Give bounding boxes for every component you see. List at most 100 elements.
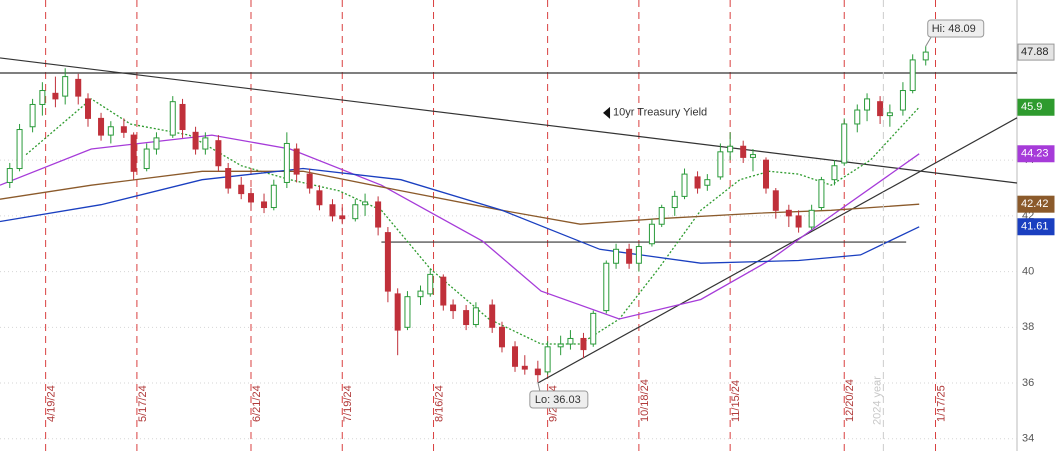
candle-body xyxy=(785,209,792,217)
candle-body xyxy=(306,173,313,189)
candle-body xyxy=(120,126,127,133)
candle-body xyxy=(498,326,505,348)
candle-body xyxy=(270,184,277,209)
candle-body xyxy=(394,293,401,331)
candle-body xyxy=(202,137,209,150)
candle-body xyxy=(727,145,734,153)
y-tick-label: 38 xyxy=(1022,321,1034,333)
annotation-text: 10yr Treasury Yield xyxy=(613,107,707,119)
candle-body xyxy=(352,204,359,220)
candle-body xyxy=(261,201,268,209)
annotation-text: Hi: 48.09 xyxy=(932,23,976,35)
candle-body xyxy=(16,129,23,170)
candle-body xyxy=(98,117,105,136)
y-tick-label: 34 xyxy=(1022,433,1034,445)
candle-body xyxy=(544,346,551,373)
candle-body xyxy=(521,365,528,370)
candle-body xyxy=(877,101,884,117)
candle-body xyxy=(75,78,82,97)
candle-body xyxy=(293,148,300,175)
candle-body xyxy=(512,346,519,367)
candle-body xyxy=(704,179,711,186)
price-tag-label: 45.9 xyxy=(1021,101,1042,113)
candle-body xyxy=(427,273,434,295)
candle-body xyxy=(909,59,916,92)
year-label: 2024 year xyxy=(871,376,883,425)
candle-body xyxy=(795,215,802,228)
candle-body xyxy=(613,248,620,264)
x-tick-label: 8/16/24 xyxy=(433,385,445,422)
candle-body xyxy=(384,232,391,292)
candle-body xyxy=(590,312,597,345)
candle-body xyxy=(626,248,633,264)
candle-body xyxy=(772,190,779,211)
x-tick-label: 4/19/24 xyxy=(46,385,58,422)
candle-body xyxy=(671,195,678,209)
price-tag xyxy=(1017,98,1055,116)
candle-body xyxy=(472,307,479,326)
x-tick-label: 7/19/24 xyxy=(342,385,354,422)
candle-body xyxy=(169,101,176,136)
candle-body xyxy=(648,223,655,245)
candle-body xyxy=(247,193,254,203)
candle-body xyxy=(283,142,290,183)
x-tick-label: 6/21/24 xyxy=(251,385,263,422)
annotation-box xyxy=(529,390,589,409)
x-tick-label: 12/20/24 xyxy=(844,379,856,422)
x-tick-label: 10/18/24 xyxy=(639,379,651,422)
candle-body xyxy=(580,337,587,351)
candle-body xyxy=(808,209,815,228)
annotation-box xyxy=(927,19,985,38)
candle-body xyxy=(85,98,92,119)
candle-body xyxy=(864,98,871,111)
price-tag xyxy=(1017,195,1055,213)
candle-body xyxy=(740,145,747,158)
candle-body xyxy=(107,126,114,136)
candle-body xyxy=(635,246,642,264)
candle-body xyxy=(603,262,610,312)
annotation-pointer xyxy=(537,382,541,392)
candle-body xyxy=(375,201,382,228)
candle-body xyxy=(899,90,906,111)
candle-body xyxy=(192,131,199,150)
candle-body xyxy=(463,310,470,326)
candle-body xyxy=(831,165,838,181)
candle-body xyxy=(62,76,69,97)
candle-body xyxy=(567,337,574,345)
candle-body xyxy=(841,123,848,164)
price-tag xyxy=(1017,218,1055,236)
candle-body xyxy=(130,134,137,172)
candle-body xyxy=(404,296,411,328)
candle-body xyxy=(658,207,665,225)
candle-body xyxy=(52,92,59,100)
candle-body xyxy=(557,343,564,348)
price-tag-label: 44.23 xyxy=(1021,148,1049,160)
candle-body xyxy=(362,201,369,206)
candle-body xyxy=(450,304,457,312)
price-tag-label: 41.61 xyxy=(1021,221,1049,233)
candle-body xyxy=(153,137,160,150)
y-tick-label: 40 xyxy=(1022,266,1034,278)
annotation-arrow xyxy=(603,106,611,119)
candle-body xyxy=(29,103,36,128)
trend-line xyxy=(537,117,1018,384)
candle-body xyxy=(818,179,825,209)
candle-body xyxy=(179,103,186,131)
moving-average xyxy=(0,134,920,320)
candle-body xyxy=(417,290,424,298)
candle-body xyxy=(440,276,447,306)
candle-body xyxy=(316,190,323,206)
candle-body xyxy=(225,168,232,189)
candle-body xyxy=(886,112,893,117)
candle-body xyxy=(717,151,724,178)
annotation-pointer xyxy=(925,35,933,47)
candle-body xyxy=(489,304,496,328)
x-tick-label: 11/15/24 xyxy=(730,380,742,422)
price-tag xyxy=(1017,43,1055,61)
candle-body xyxy=(854,109,861,125)
candle-body xyxy=(339,215,346,220)
annotation-text: Lo: 36.03 xyxy=(535,394,581,406)
candle-body xyxy=(694,176,701,189)
